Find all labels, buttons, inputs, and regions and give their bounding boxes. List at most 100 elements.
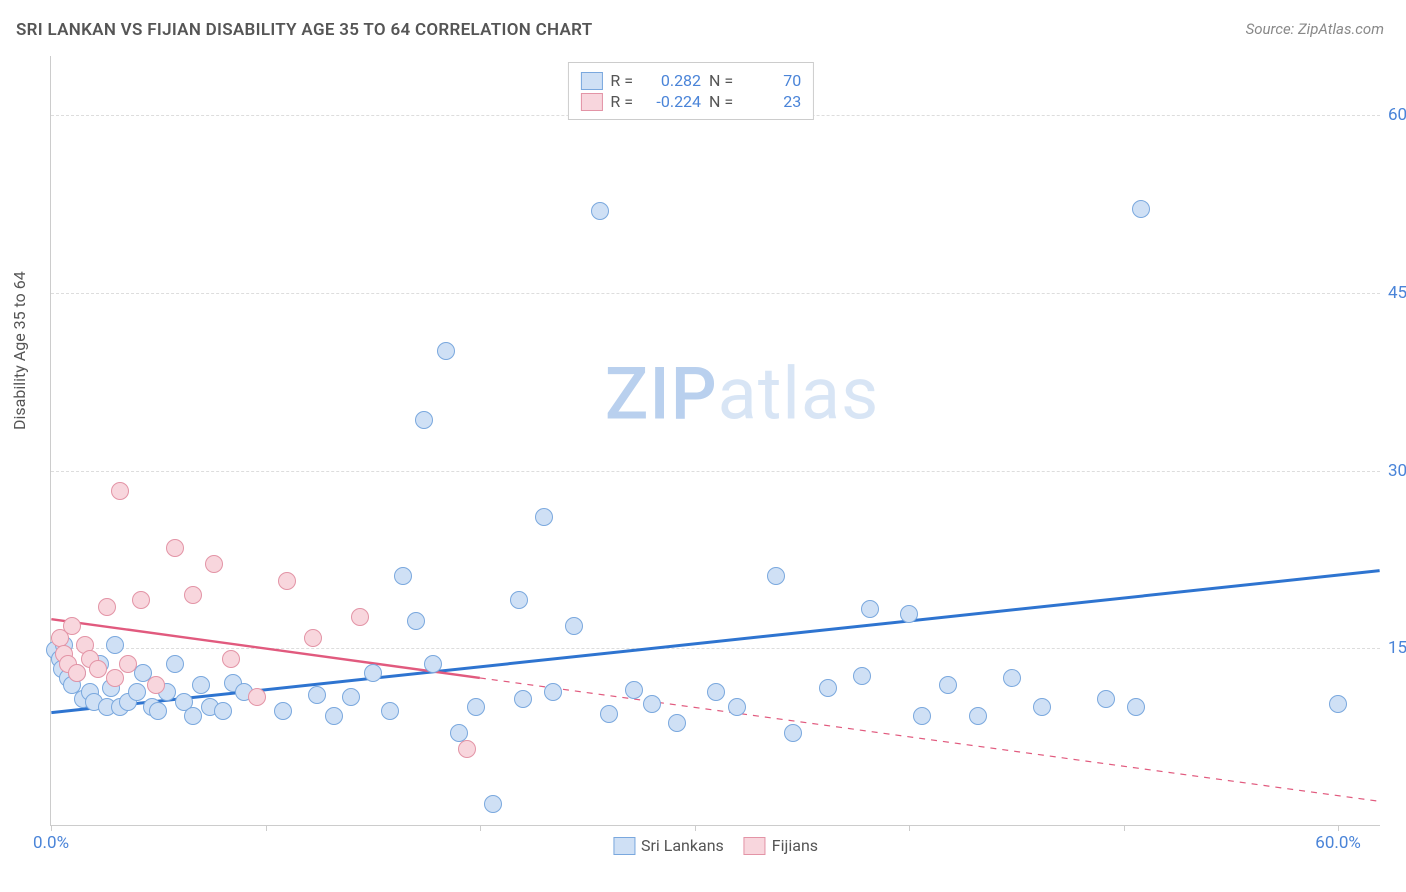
data-point xyxy=(437,342,455,360)
x-tick xyxy=(909,825,910,831)
data-point xyxy=(544,683,562,701)
data-point xyxy=(900,605,918,623)
data-point xyxy=(728,698,746,716)
legend-stats-row: R = -0.224 N = 23 xyxy=(580,92,801,111)
data-point xyxy=(106,636,124,654)
data-point xyxy=(1097,690,1115,708)
data-point xyxy=(394,567,412,585)
data-point xyxy=(106,669,124,687)
data-point xyxy=(600,705,618,723)
data-point xyxy=(342,688,360,706)
n-label: N = xyxy=(709,71,733,90)
data-point xyxy=(278,572,296,590)
data-point xyxy=(68,664,86,682)
legend-label: Fijians xyxy=(772,836,818,855)
legend-series: Sri Lankans Fijians xyxy=(613,836,818,855)
data-point xyxy=(351,608,369,626)
data-point xyxy=(381,702,399,720)
data-point xyxy=(222,650,240,668)
x-tick xyxy=(480,825,481,831)
data-point xyxy=(119,655,137,673)
n-value: 23 xyxy=(741,92,801,111)
y-tick-label: 30.0% xyxy=(1388,461,1406,481)
y-tick-label: 15.0% xyxy=(1388,638,1406,658)
data-point xyxy=(63,617,81,635)
data-point xyxy=(939,676,957,694)
data-point xyxy=(98,598,116,616)
data-point xyxy=(1329,695,1347,713)
chart-title: SRI LANKAN VS FIJIAN DISABILITY AGE 35 T… xyxy=(16,20,592,40)
data-point xyxy=(111,482,129,500)
y-tick-label: 60.0% xyxy=(1388,105,1406,125)
data-point xyxy=(484,795,502,813)
r-value: 0.282 xyxy=(641,71,701,90)
data-point xyxy=(707,683,725,701)
data-point xyxy=(184,586,202,604)
data-point xyxy=(128,683,146,701)
source-label: Source: ZipAtlas.com xyxy=(1246,20,1384,38)
data-point xyxy=(668,714,686,732)
r-value: -0.224 xyxy=(641,92,701,111)
data-point xyxy=(166,539,184,557)
data-point xyxy=(407,612,425,630)
x-tick xyxy=(695,825,696,831)
data-point xyxy=(304,629,322,647)
x-tick xyxy=(1124,825,1125,831)
data-point xyxy=(89,660,107,678)
data-point xyxy=(214,702,232,720)
legend-label: Sri Lankans xyxy=(641,836,724,855)
r-label: R = xyxy=(610,71,633,90)
data-point xyxy=(147,676,165,694)
legend-swatch xyxy=(580,72,602,90)
gridline xyxy=(51,471,1380,472)
data-point xyxy=(1127,698,1145,716)
data-point xyxy=(1132,200,1150,218)
legend-swatch xyxy=(744,837,766,855)
trend-lines xyxy=(51,56,1380,825)
y-tick-label: 45.0% xyxy=(1388,283,1406,303)
data-point xyxy=(591,202,609,220)
data-point xyxy=(184,707,202,725)
x-tick xyxy=(51,825,52,831)
data-point xyxy=(149,702,167,720)
x-tick-label: 0.0% xyxy=(33,833,69,853)
data-point xyxy=(535,508,553,526)
data-point xyxy=(450,724,468,742)
data-point xyxy=(1003,669,1021,687)
data-point xyxy=(458,740,476,758)
data-point xyxy=(969,707,987,725)
data-point xyxy=(625,681,643,699)
n-value: 70 xyxy=(741,71,801,90)
data-point xyxy=(415,411,433,429)
gridline xyxy=(51,648,1380,649)
n-label: N = xyxy=(709,92,733,111)
chart-area: ZIPatlas 15.0%30.0%45.0%60.0%0.0%60.0% R… xyxy=(50,56,1380,826)
data-point xyxy=(643,695,661,713)
data-point xyxy=(248,688,266,706)
data-point xyxy=(166,655,184,673)
gridline xyxy=(51,293,1380,294)
data-point xyxy=(784,724,802,742)
data-point xyxy=(510,591,528,609)
data-point xyxy=(913,707,931,725)
legend-series-item: Sri Lankans xyxy=(613,836,724,855)
legend-swatch xyxy=(613,837,635,855)
legend-stats: R = 0.282 N = 70 R = -0.224 N = 23 xyxy=(567,62,814,120)
data-point xyxy=(308,686,326,704)
data-point xyxy=(325,707,343,725)
x-tick xyxy=(266,825,267,831)
data-point xyxy=(1033,698,1051,716)
data-point xyxy=(565,617,583,635)
data-point xyxy=(274,702,292,720)
y-axis-label: Disability Age 35 to 64 xyxy=(10,271,29,430)
data-point xyxy=(767,567,785,585)
data-point xyxy=(853,667,871,685)
legend-series-item: Fijians xyxy=(744,836,818,855)
data-point xyxy=(424,655,442,673)
x-tick-label: 60.0% xyxy=(1315,833,1361,853)
x-tick xyxy=(1338,825,1339,831)
data-point xyxy=(861,600,879,618)
data-point xyxy=(467,698,485,716)
data-point xyxy=(192,676,210,694)
legend-swatch xyxy=(580,93,602,111)
